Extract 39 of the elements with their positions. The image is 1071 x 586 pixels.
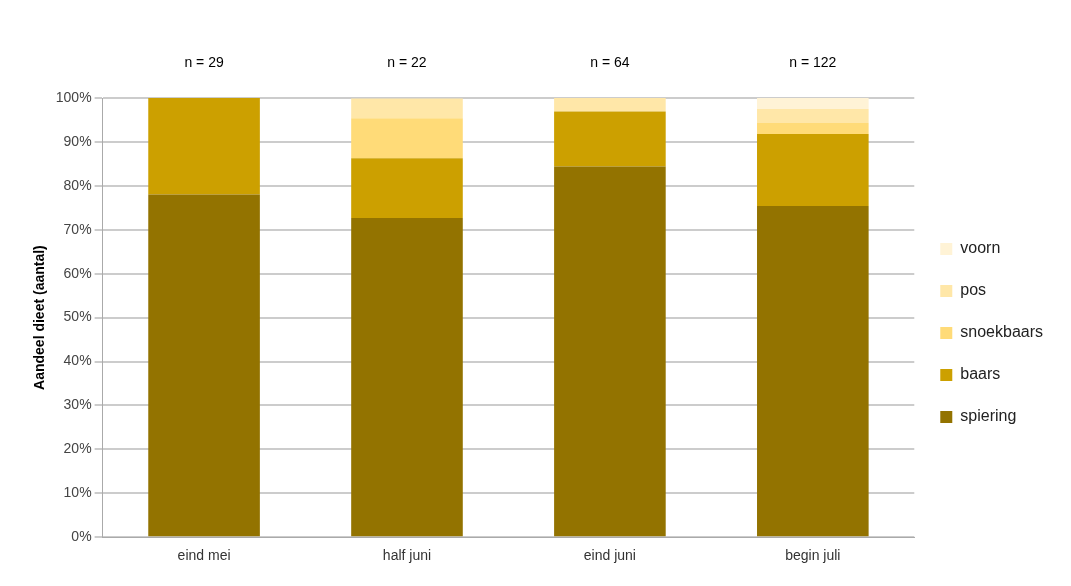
y-tick-label: 20% bbox=[63, 440, 92, 457]
bar bbox=[148, 194, 260, 537]
y-tick-label: 50% bbox=[63, 308, 92, 325]
bar bbox=[351, 118, 463, 159]
annotation: n = 29 bbox=[184, 53, 224, 70]
bar bbox=[757, 108, 869, 124]
y-tick-label: 40% bbox=[63, 352, 92, 369]
bar bbox=[554, 166, 666, 537]
y-tick-label: 100% bbox=[55, 88, 92, 105]
legend-label: pos bbox=[960, 281, 987, 299]
y-tick-label: 0% bbox=[71, 528, 92, 545]
annotation: n = 64 bbox=[590, 53, 630, 70]
bar bbox=[351, 217, 463, 537]
bar bbox=[148, 98, 260, 195]
bar bbox=[351, 98, 463, 119]
bar bbox=[757, 206, 869, 537]
annotation: n = 22 bbox=[387, 53, 427, 70]
bar bbox=[757, 134, 869, 207]
bar bbox=[554, 98, 666, 112]
x-tick-label: begin juli bbox=[785, 547, 841, 564]
legend-label: voorn bbox=[960, 239, 1001, 257]
legend-label: spiering bbox=[960, 407, 1017, 425]
y-axis-title: Aandeel dieet (aantal) bbox=[31, 245, 48, 390]
legend-label: baars bbox=[960, 365, 1001, 383]
bar bbox=[554, 111, 666, 167]
x-tick-label: half juni bbox=[382, 547, 432, 564]
y-tick-label: 10% bbox=[63, 484, 92, 501]
annotation: n = 122 bbox=[789, 53, 837, 70]
y-tick-label: 80% bbox=[63, 176, 92, 193]
bar bbox=[757, 123, 869, 135]
y-tick-label: 30% bbox=[63, 396, 92, 413]
x-tick-label: eind juni bbox=[583, 547, 636, 564]
x-tick-label: eind mei bbox=[177, 547, 231, 564]
y-tick-label: 70% bbox=[63, 220, 92, 237]
legend-label: snoekbaars bbox=[960, 323, 1043, 341]
y-tick-label: 60% bbox=[63, 264, 92, 281]
bar bbox=[351, 158, 463, 218]
bar bbox=[757, 98, 869, 109]
y-tick-label: 90% bbox=[63, 132, 92, 149]
